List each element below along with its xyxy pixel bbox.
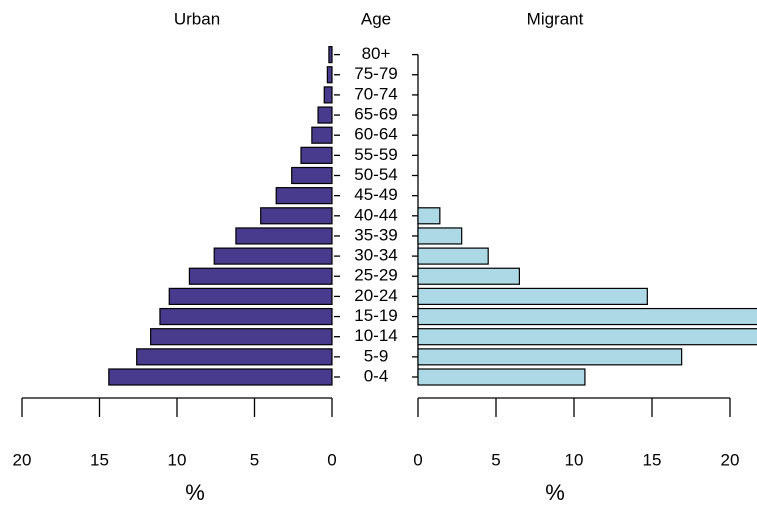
bar [417,287,648,305]
x-tick-label: 0 [327,450,336,469]
bar [108,368,333,386]
bar [417,207,441,225]
x-tick-label: 5 [250,450,259,469]
category-label: 45-49 [354,185,397,204]
category-label: 55-59 [354,145,397,164]
bar [168,287,333,305]
category-label: 5-9 [364,346,389,365]
bar [159,307,333,326]
bar [417,247,489,265]
panel-title: Migrant [527,9,584,28]
category-label: 80+ [362,44,391,63]
category-label: 20-24 [354,286,397,305]
bar [326,66,333,84]
x-tick-label: 15 [643,450,662,469]
x-tick-label: 20 [721,450,740,469]
x-axis-title: % [185,480,205,505]
category-label: 30-34 [354,246,397,265]
category-label: 75-79 [354,64,397,83]
bar [417,368,586,386]
category-label: 50-54 [354,165,397,184]
bar [417,227,463,245]
category-label: 35-39 [354,225,397,244]
category-label: 65-69 [354,105,397,124]
category-label: 40-44 [354,205,397,224]
bar [328,45,333,64]
category-label: 70-74 [354,84,397,103]
bar [291,166,333,185]
bar [317,106,333,124]
bar [417,348,683,366]
bar [188,267,333,285]
x-tick-label: 20 [13,450,32,469]
category-label: 60-64 [354,125,397,144]
bar [417,328,757,346]
bar [260,207,333,225]
bar [150,328,333,346]
bar [300,146,333,164]
x-tick-label: 15 [90,450,109,469]
bar [213,247,333,265]
bar [323,86,333,104]
bar [275,187,333,205]
category-label: 10-14 [354,326,397,345]
bar [136,348,333,366]
category-label: 15-19 [354,306,397,325]
x-tick-label: 0 [413,450,422,469]
x-axis-title: % [545,480,565,505]
bar [417,307,757,326]
bar [311,126,333,144]
x-tick-label: 5 [491,450,500,469]
category-label: 25-29 [354,266,397,285]
category-label: 0-4 [364,366,389,385]
bar [235,227,333,245]
x-tick-label: 10 [168,450,187,469]
x-tick-label: 10 [565,450,584,469]
bar [417,267,521,285]
panel-title: Urban [174,9,220,28]
category-axis-title: Age [361,9,391,28]
